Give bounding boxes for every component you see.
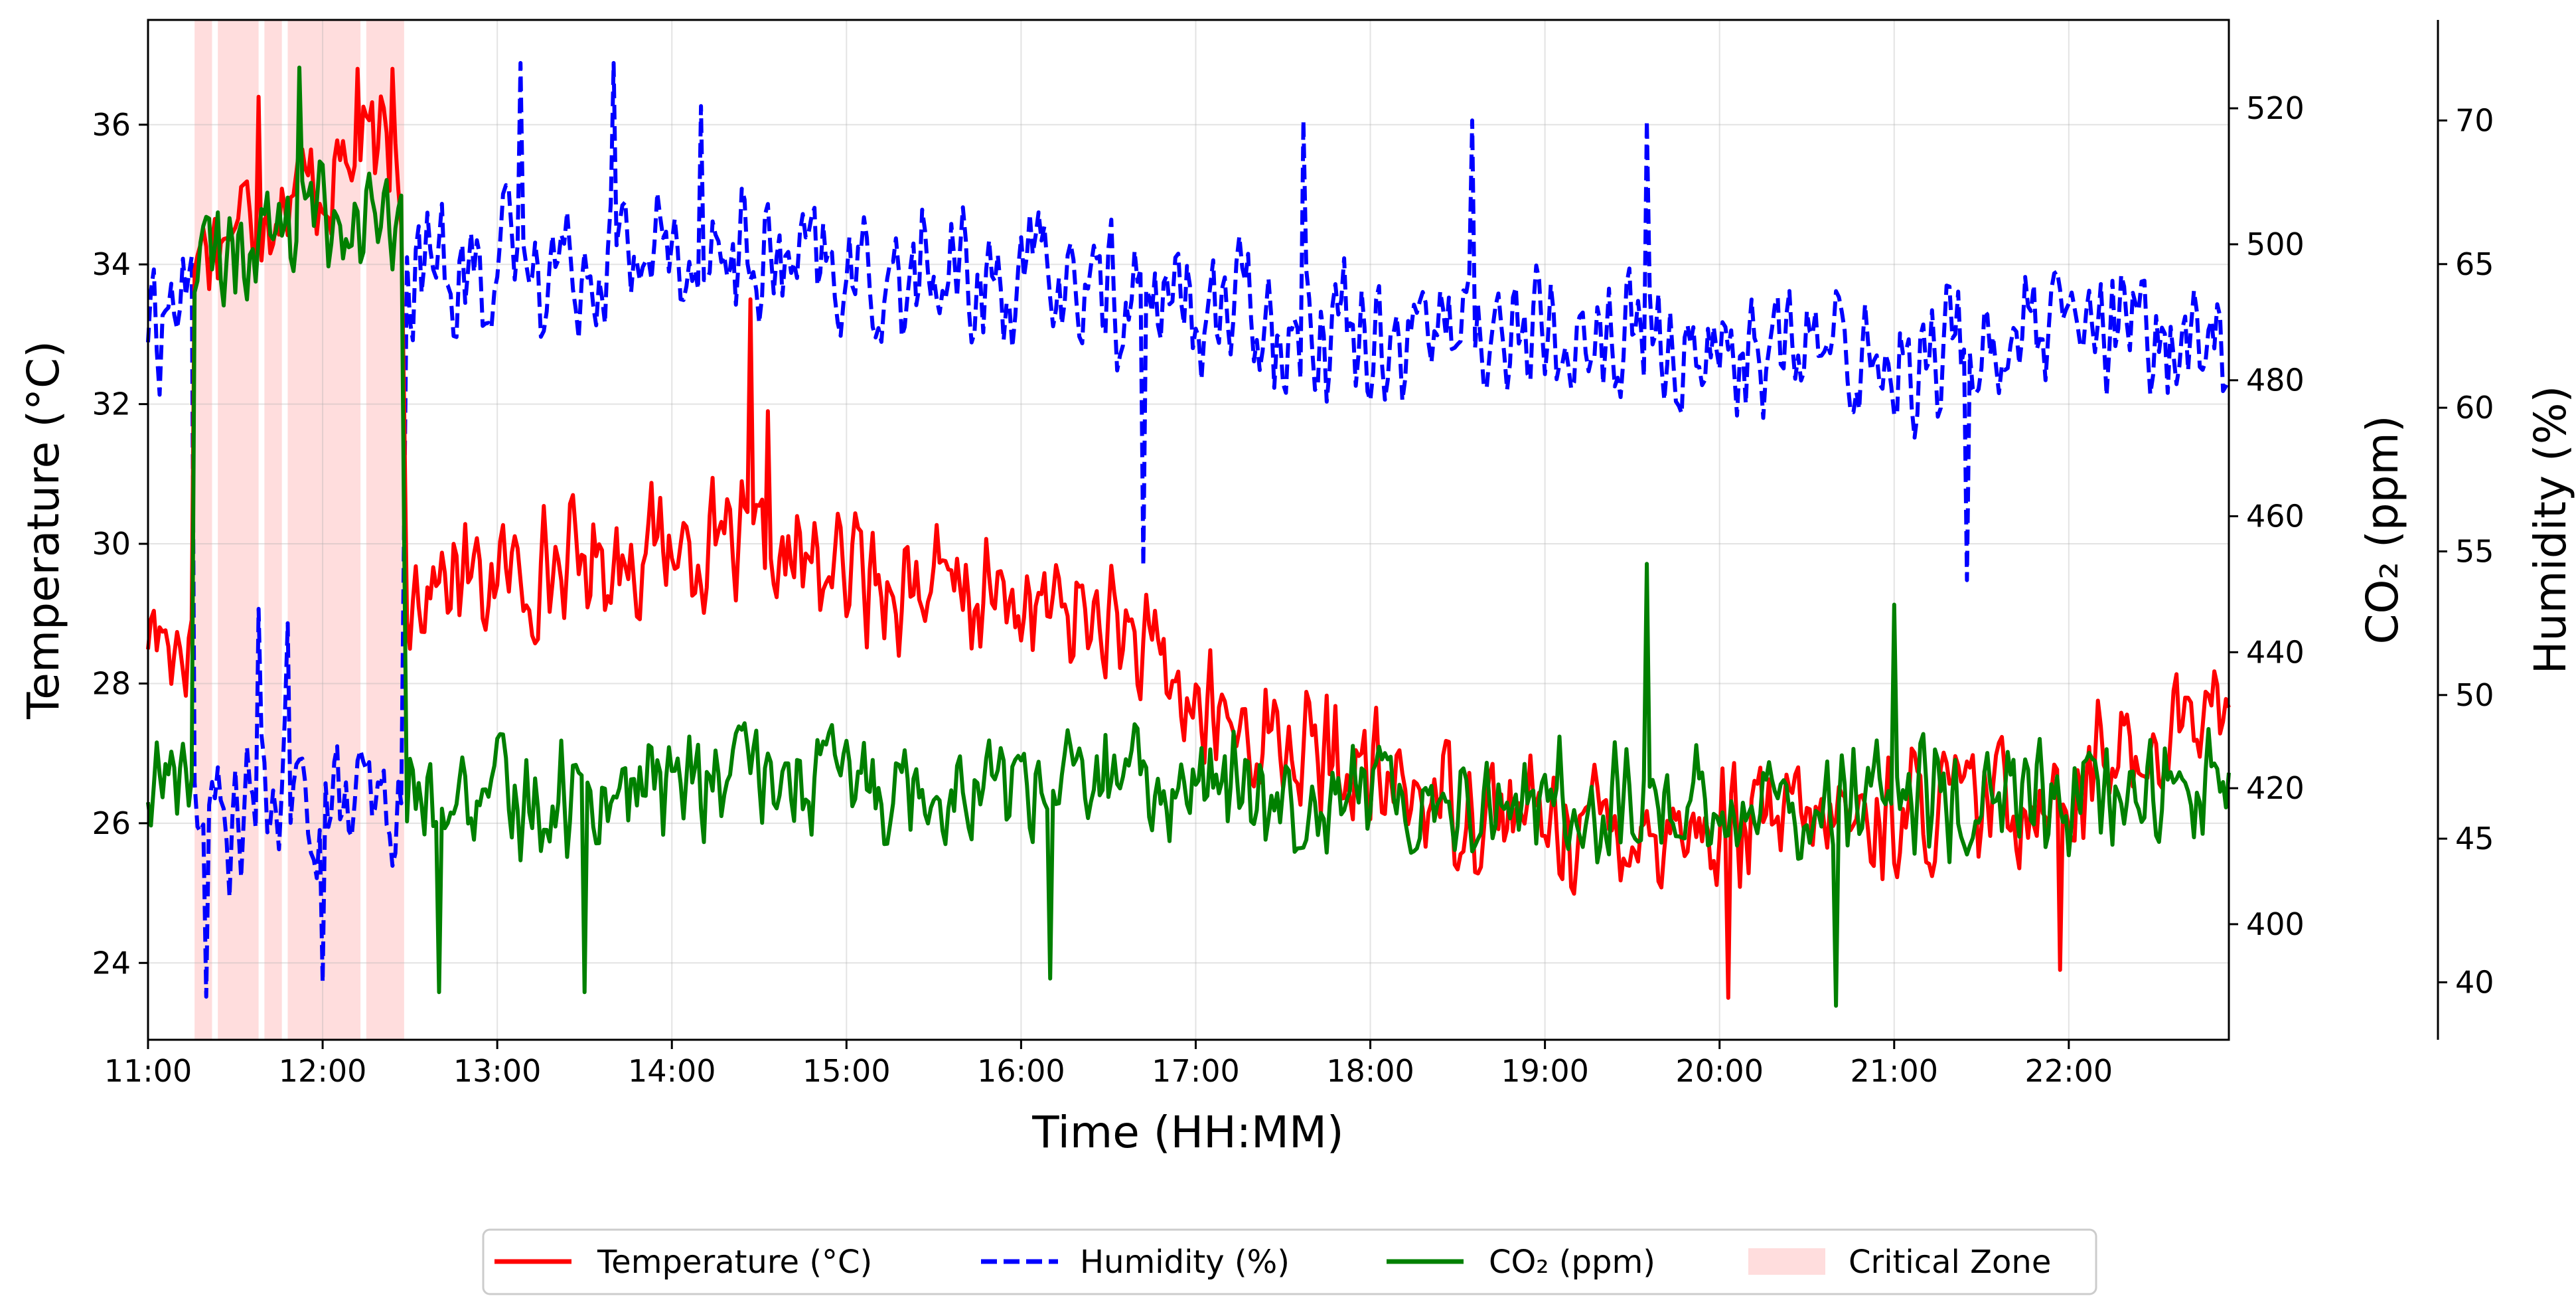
temperature-tick-label-1: 26 xyxy=(92,805,131,841)
critical-zone-band-2 xyxy=(264,20,282,1040)
humidity-tick-label-3: 55 xyxy=(2455,533,2494,569)
x-tick-label-1: 12:00 xyxy=(279,1053,367,1089)
series-line-co2 xyxy=(146,65,2231,1008)
x-tick-label-8: 19:00 xyxy=(1501,1053,1589,1089)
legend-box xyxy=(482,1228,2097,1295)
temperature-tick-label-5: 34 xyxy=(92,246,131,282)
legend-label-critical-zone: Critical Zone xyxy=(1849,1244,2051,1281)
temperature-tick-label-3: 30 xyxy=(92,526,131,562)
co2-tick-label-3: 460 xyxy=(2246,499,2305,534)
x-tick-label-11: 22:00 xyxy=(2025,1053,2113,1089)
co2-tick-label-2: 440 xyxy=(2246,634,2305,670)
x-tick-label-2: 13:00 xyxy=(453,1053,542,1089)
x-tick-label-7: 18:00 xyxy=(1326,1053,1414,1089)
temperature-tick-label-2: 28 xyxy=(92,665,131,701)
humidity-tick-label-6: 70 xyxy=(2455,102,2494,138)
co2-tick-label-4: 480 xyxy=(2246,363,2305,398)
legend: Temperature (°C) Humidity (%) CO₂ (ppm) … xyxy=(482,1228,2097,1295)
co2-axis: 400 420 440 460 480 500 520 xyxy=(2229,90,2305,942)
x-axis: 11:00 12:00 13:00 14:00 15:00 16:00 17:00 18:00… xyxy=(104,1040,2113,1089)
series-line-humidity xyxy=(146,60,2231,999)
co2-axis-title: CO₂ (ppm) xyxy=(2357,415,2408,644)
co2-tick-label-1: 420 xyxy=(2246,770,2305,806)
x-tick-label-4: 15:00 xyxy=(802,1053,891,1089)
temperature-tick-label-6: 36 xyxy=(92,107,131,143)
legend-label-temperature: Temperature (°C) xyxy=(597,1244,872,1281)
x-tick-label-6: 17:00 xyxy=(1152,1053,1240,1089)
x-tick-label-0: 11:00 xyxy=(104,1053,192,1089)
temperature-axis: 24 26 28 30 32 34 36 xyxy=(92,107,148,981)
temperature-tick-label-0: 24 xyxy=(92,945,131,981)
critical-zone-band-1 xyxy=(218,20,259,1040)
co2-tick-label-0: 400 xyxy=(2246,906,2305,942)
co2-tick-label-5: 500 xyxy=(2246,226,2305,262)
co2-tick-label-6: 520 xyxy=(2246,90,2305,126)
legend-label-co2: CO₂ (ppm) xyxy=(1489,1244,1655,1281)
x-tick-label-9: 20:00 xyxy=(1675,1053,1764,1089)
x-tick-label-10: 21:00 xyxy=(1850,1053,1938,1089)
humidity-tick-label-1: 45 xyxy=(2455,821,2494,857)
humidity-tick-label-0: 40 xyxy=(2455,964,2494,1000)
series-layer xyxy=(146,60,2231,1008)
x-axis-title: Time (HH:MM) xyxy=(1031,1107,1343,1158)
humidity-tick-label-2: 50 xyxy=(2455,677,2494,713)
x-tick-label-5: 16:00 xyxy=(977,1053,1065,1089)
humidity-axis-title: Humidity (%) xyxy=(2525,386,2576,674)
legend-swatch-critical-zone xyxy=(1748,1248,1825,1275)
humidity-axis: 40 45 50 55 60 65 70 xyxy=(2437,20,2494,1040)
x-tick-label-3: 14:00 xyxy=(628,1053,716,1089)
legend-label-humidity: Humidity (%) xyxy=(1080,1244,1290,1281)
humidity-tick-label-4: 60 xyxy=(2455,390,2494,426)
temperature-axis-title: Temperature (°C) xyxy=(18,341,69,720)
plot-frame xyxy=(147,19,2230,1041)
temperature-tick-label-4: 32 xyxy=(92,386,131,422)
humidity-tick-label-5: 65 xyxy=(2455,246,2494,282)
series-line-temperature xyxy=(146,66,2231,1000)
